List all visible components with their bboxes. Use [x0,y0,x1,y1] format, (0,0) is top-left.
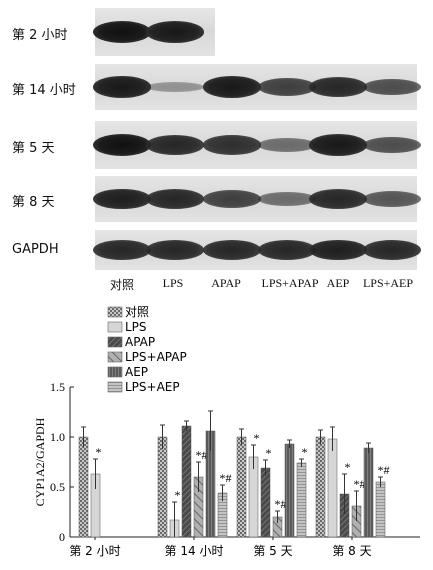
lane-label: APAP [211,276,241,290]
significance-mark: * [96,445,102,459]
lane-label: LPS+AEP [362,276,414,290]
blot-membrane [93,8,215,56]
bar [284,443,295,538]
blot-band [309,239,367,261]
blot-band [258,192,316,206]
y-tick-label: 1.0 [50,430,65,444]
lane-label: AEP [326,276,350,290]
lane-label: LPS+APAP [261,276,319,290]
bar [363,447,374,538]
legend-swatch [107,366,123,378]
blot-row: 第 14 小时 [0,64,433,110]
blot-membrane [93,121,421,169]
blot-row: 第 8 天 [0,176,433,222]
significance-mark: *# [354,477,366,491]
blot-row-label: 第 14 小时 [12,83,76,98]
blot-band [258,78,316,96]
blot-band [363,191,421,207]
x-tick-label: 第 8 天 [332,544,371,558]
legend-swatch [107,321,123,333]
legend-swatch [107,306,123,318]
y-tick-label: 1.5 [50,380,65,394]
y-axis-label: CYP1A2/GAPDH [33,417,47,506]
blot-band [258,138,316,152]
bar [327,438,338,538]
legend-swatch [107,351,123,363]
blot-band [146,81,204,93]
blot-membrane [93,176,421,222]
blot-band [93,76,151,98]
bar [236,436,247,538]
significance-mark: * [302,445,308,459]
y-tick-label: 0.5 [50,480,65,494]
blot-band [93,134,151,156]
bar [315,436,326,538]
significance-mark: *# [196,448,208,462]
blot-band [309,77,367,97]
blot-band [203,76,261,98]
blot-band [93,240,151,260]
legend-label: LPS+AEP [125,380,180,394]
blot-row-label: 第 2 小时 [12,28,68,43]
x-tick-label: 第 14 小时 [165,544,224,558]
legend-label: APAP [125,335,155,349]
legend-label: AEP [125,365,148,379]
blot-band [146,240,204,260]
blot-membrane [93,230,421,270]
bar [157,436,168,538]
blot-band [363,240,421,260]
legend-label: 对照 [125,305,149,319]
blot-band [363,78,421,96]
bar [296,462,307,538]
y-tick-label: 0 [59,530,65,544]
blot-band [258,240,316,260]
significance-mark: * [345,460,351,474]
significance-mark: * [266,446,272,460]
x-tick-label: 第 5 天 [253,544,292,558]
blot-band [146,135,204,155]
lane-label: LPS [162,276,184,290]
blot-band [363,136,421,154]
chart-bars: ***#*#***#***#*# [78,410,390,538]
blot-row-label: 第 5 天 [12,141,55,156]
lane-labels: 对照 LPS APAP LPS+APAP AEP LPS+AEP [0,276,433,294]
blot-band [146,21,204,43]
legend-swatch [107,336,123,348]
blot-row: 第 2 小时 [0,8,433,56]
significance-mark: *# [378,463,390,477]
blot-band [93,188,151,210]
blot-band [93,21,151,43]
blot-band [203,135,261,155]
legend-label: LPS [125,320,147,334]
significance-mark: * [254,431,260,445]
significance-mark: *# [220,471,232,485]
blot-band [309,134,367,156]
blot-membrane [93,64,421,110]
blot-band [203,240,261,260]
legend-label: LPS+APAP [125,350,187,364]
bar [78,436,89,538]
blot-row-label: 第 8 天 [12,195,55,210]
chart-axes: 0 0.5 1.0 1.5 CYP1A2/GAPDH 第 2 小时 第 14 小时 第 5 天… [33,380,420,558]
blot-row: GAPDH [0,230,433,270]
blot-band [146,189,204,209]
bar [181,425,192,538]
blot-row-label: GAPDH [12,242,59,257]
x-tick-label: 第 2 小时 [69,544,120,558]
legend-swatch [107,381,123,393]
significance-mark: *# [275,497,287,511]
lane-label: 对照 [109,278,135,292]
blot-band [203,190,261,208]
bar [260,467,271,538]
significance-mark: * [175,488,181,502]
bar [375,481,386,538]
blot-row: 第 5 天 [0,121,433,169]
blot-band [309,189,367,209]
